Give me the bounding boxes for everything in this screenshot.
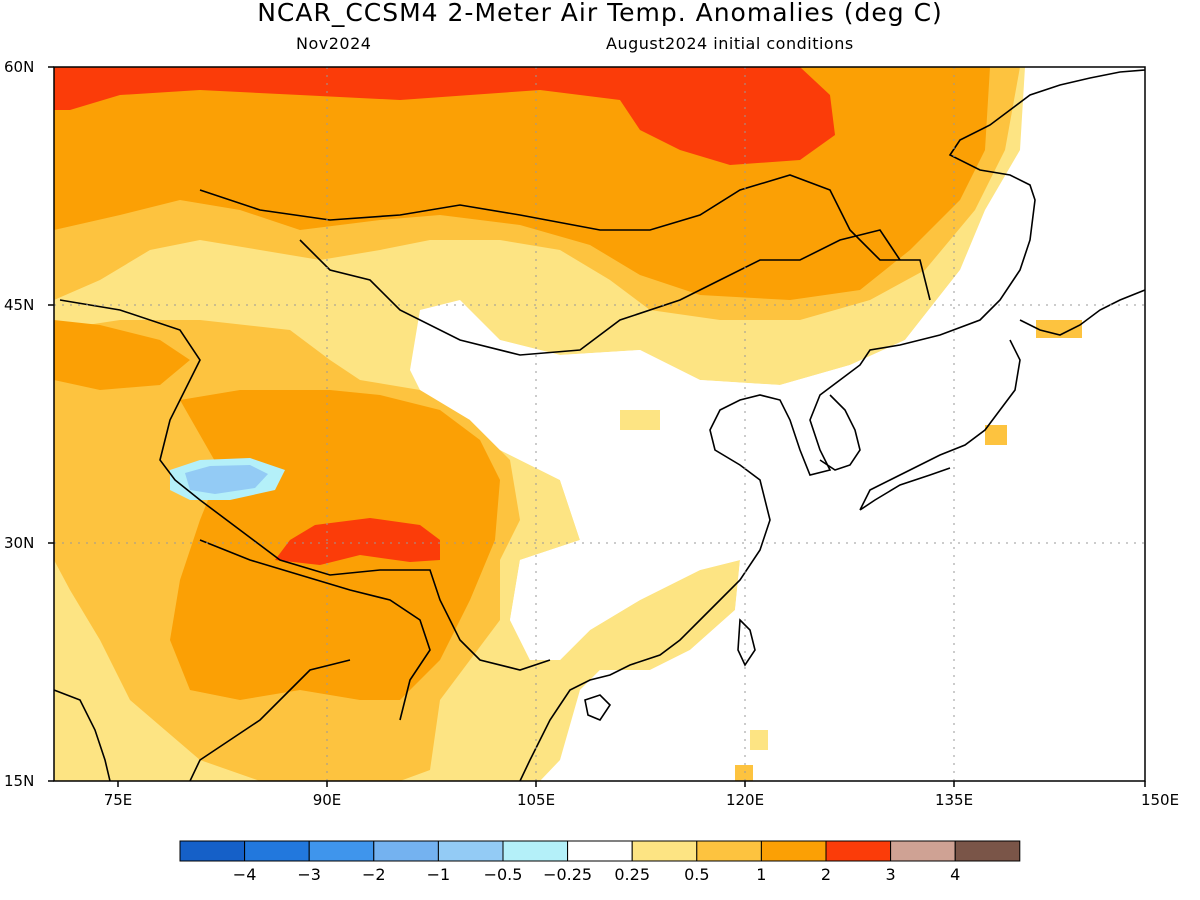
colorbar-swatch [825,840,892,862]
anomaly-band-neutral-east [470,210,1145,781]
lon-label-105e: 105E [516,791,556,809]
colorbar-swatch [244,840,310,862]
anomaly-band-3plus-tibet [275,518,440,565]
lat-label-15n: 15N [4,772,35,790]
anomaly-band-neg-1 [185,465,268,494]
coastline-india [54,659,351,781]
colorbar [179,840,1021,862]
lat-label-30n: 30N [4,534,35,552]
lat-label-45n: 45N [4,296,35,314]
anomaly-fill-layer [54,67,1145,781]
colorbar-swatch [954,840,1021,862]
colorbar-label: 0.25 [614,865,650,884]
lat-label-60n: 60N [4,58,35,76]
lon-label-75e: 75E [103,791,133,809]
coastline-layer [54,69,1145,781]
lon-label-135e: 135E [934,791,974,809]
colorbar-swatch [567,840,633,862]
anomaly-band-2-3-west [54,320,190,390]
colorbar-swatch [890,840,956,862]
colorbar-swatch [437,840,504,862]
colorbar-swatch [696,840,762,862]
anomaly-band-3plus-north [54,67,835,165]
colorbar-label: 1 [756,865,767,884]
colorbar-swatch [502,840,569,862]
coastline-taiwan [737,618,756,667]
colorbar-label: −3 [297,865,321,884]
border-mongolia [199,174,931,301]
valid-month-label: Nov2024 [296,34,372,53]
colorbar-swatch [760,840,827,862]
coastline-hainan [584,694,612,721]
lon-label-90e: 90E [312,791,342,809]
colorbar-swatch [308,840,375,862]
border-china-north [299,229,901,356]
colorbar-label: 2 [820,865,832,884]
anomaly-speck-luzon [750,730,768,750]
border-china-west [59,299,551,671]
coastline-japan [859,289,1145,511]
colorbar-swatch [179,840,246,862]
colorbar-label: 3 [885,865,896,884]
chart-title: NCAR_CCSM4 2-Meter Air Temp. Anomalies (… [257,0,943,27]
anomaly-speck-philippines [735,765,753,781]
colorbar-label: −4 [232,865,257,884]
colorbar-label: −0.25 [543,865,593,884]
colorbar-label: −2 [362,865,386,884]
anomaly-speck-japan [985,425,1007,445]
coastline-korea [819,394,861,471]
axis-ticks [48,66,1146,787]
border-himalaya [199,539,431,721]
colorbar-swatch [373,840,439,862]
gridlines [54,67,1145,781]
colorbar-label: −0.5 [483,865,523,884]
coastline-east-asia [519,69,1145,781]
anomaly-speck-china [620,410,660,430]
map-frame [53,66,1146,782]
anomaly-speck-hokkaido [1036,320,1082,338]
colorbar-swatch [631,840,698,862]
colorbar-label: 4 [950,865,961,884]
initial-conditions-label: August2024 initial conditions [606,34,854,53]
colorbar-label: −1 [426,865,451,884]
colorbar-label: 0.5 [684,865,710,884]
lon-label-120e: 120E [725,791,765,809]
lon-label-150e: 150E [1140,791,1180,809]
